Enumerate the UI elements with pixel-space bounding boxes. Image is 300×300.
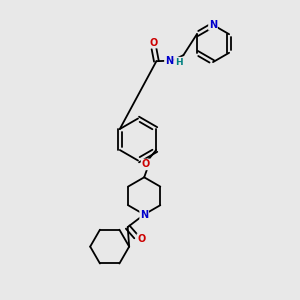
Text: H: H [175,58,182,67]
Text: N: N [165,56,173,66]
Text: O: O [137,234,146,244]
Text: N: N [140,209,148,220]
Text: O: O [142,159,150,170]
Text: N: N [209,20,217,30]
Text: O: O [149,38,158,48]
